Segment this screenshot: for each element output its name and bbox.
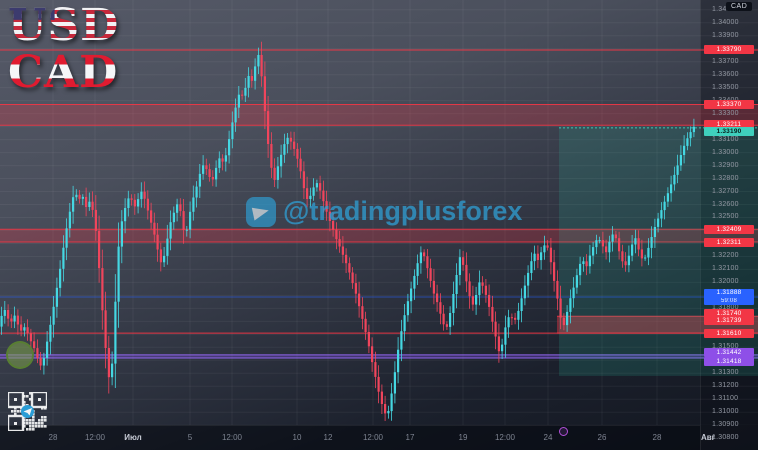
qr-code	[8, 392, 47, 431]
green-circle-marker[interactable]	[6, 341, 34, 369]
candles-series	[0, 41, 695, 421]
currency-badge: CAD	[726, 2, 753, 11]
supply-zone-upper	[0, 104, 758, 126]
projection-box	[559, 126, 758, 376]
event-marker-icon[interactable]	[559, 427, 568, 436]
purple-zone	[0, 354, 758, 358]
supply-zone-mid	[0, 229, 758, 242]
time-axis[interactable]	[0, 425, 700, 450]
chart-canvas[interactable]	[0, 0, 758, 425]
